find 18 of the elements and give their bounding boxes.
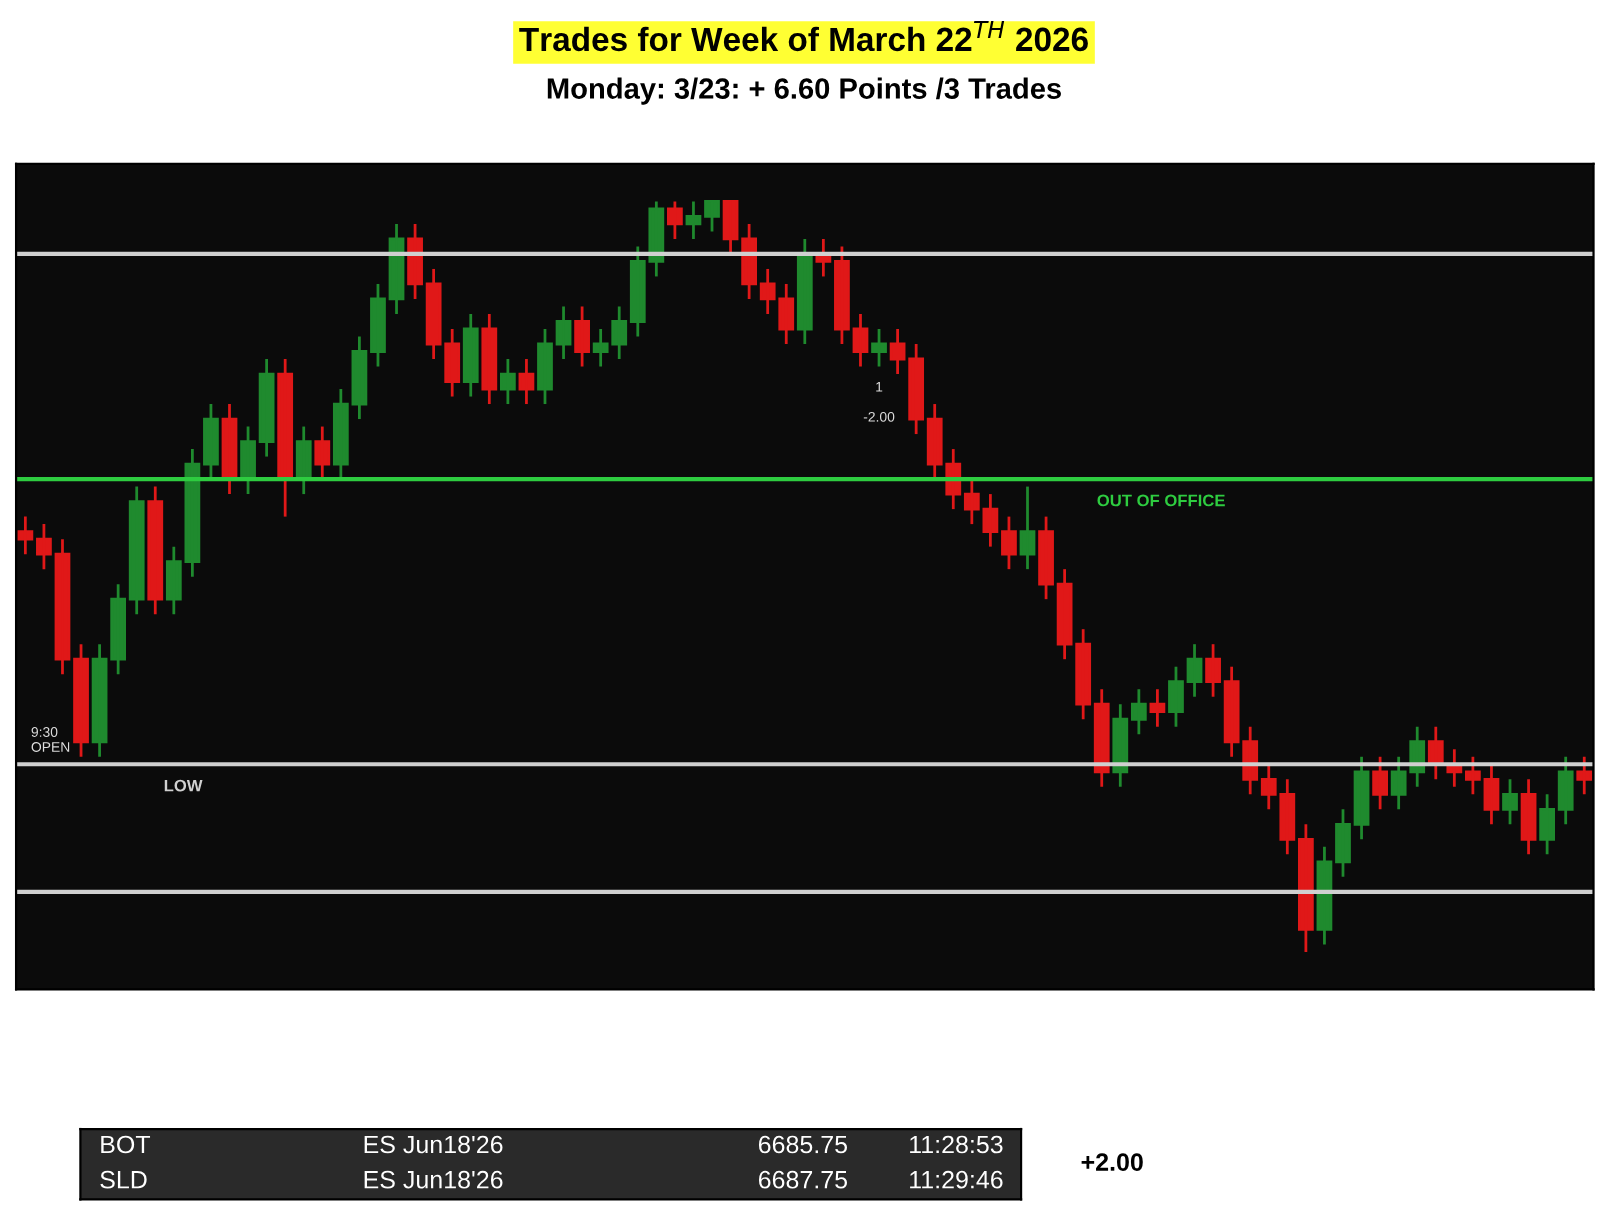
candlestick [871, 327, 887, 368]
chart-subtitle: Monday: 3/23: + 6.60 Points /3 Trades [547, 77, 1061, 105]
text: 11:28:53 [910, 1135, 1003, 1154]
candlestick [574, 305, 590, 368]
text: BOT [101, 1135, 151, 1154]
text: 6685.75 [758, 1135, 848, 1154]
text: ES Jun18'26 [364, 1135, 503, 1154]
ref-line-label: OUT OF OFFICE [1097, 494, 1225, 507]
text: ES Jun18'26 [364, 1170, 503, 1189]
candlestick [1576, 755, 1593, 796]
text: 6687.75 [758, 1170, 848, 1189]
candlestick [1372, 755, 1388, 811]
text: SLD [100, 1170, 147, 1189]
text: +2.00 [1081, 1153, 1143, 1171]
chart-title: Trades for Week of March 22$^{TH}$ 2026 [519, 21, 1088, 52]
ref-line-label: LOW [164, 779, 203, 792]
text: 11:29:46 [910, 1170, 1003, 1189]
candlestick [1502, 777, 1518, 826]
